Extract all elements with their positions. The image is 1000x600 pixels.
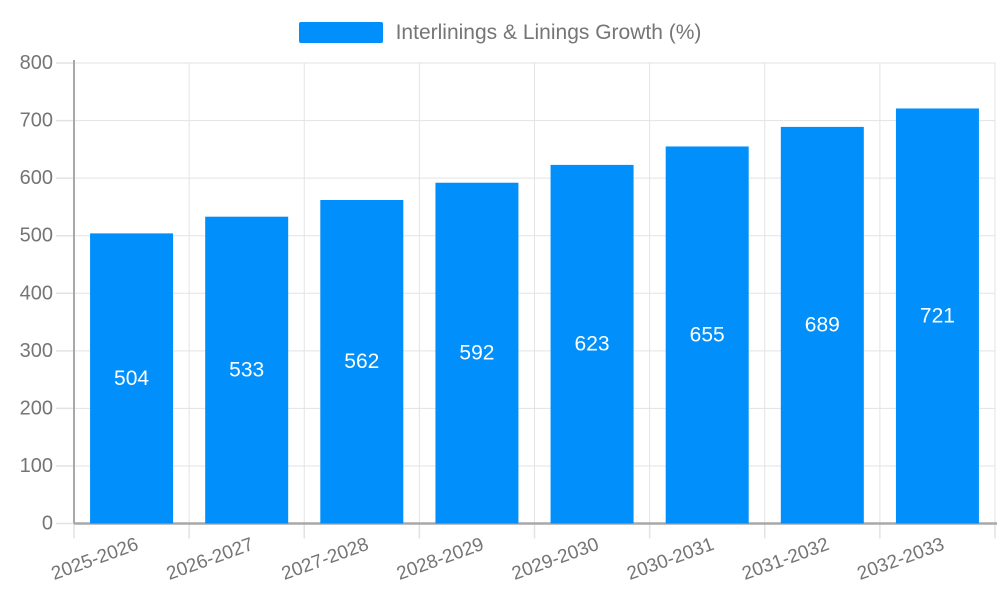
y-axis-label: 700 <box>20 110 53 132</box>
bar-value-label: 533 <box>229 359 264 382</box>
y-axis-label: 300 <box>20 340 53 362</box>
bar-value-label: 592 <box>459 342 494 365</box>
bar <box>320 199 404 524</box>
y-axis-label: 200 <box>20 397 53 419</box>
legend-label: Interlinings & Linings Growth (%) <box>395 20 702 44</box>
bar <box>780 126 864 524</box>
legend-swatch-icon <box>298 21 383 43</box>
bar-value-label: 504 <box>114 367 149 390</box>
y-axis-label: 0 <box>42 513 53 535</box>
x-axis-label: 2032-2033 <box>855 534 948 585</box>
x-axis-label: 2026-2027 <box>164 534 257 585</box>
bar <box>665 146 749 524</box>
bar-value-label: 655 <box>690 323 725 346</box>
bar-value-label: 721 <box>920 304 955 327</box>
legend-item[interactable]: Interlinings & Linings Growth (%) <box>0 17 1000 47</box>
x-axis-label: 2025-2026 <box>49 534 142 585</box>
bar <box>895 108 979 524</box>
x-axis-label: 2030-2031 <box>624 534 717 585</box>
y-axis-label: 800 <box>20 52 53 74</box>
x-axis-label: 2031-2032 <box>739 534 832 585</box>
x-axis-label: 2029-2030 <box>509 534 602 585</box>
bar <box>435 182 519 524</box>
y-axis-label: 500 <box>20 225 53 247</box>
y-axis-label: 400 <box>20 282 53 304</box>
x-axis-label: 2027-2028 <box>279 534 372 585</box>
bar <box>550 164 634 524</box>
bar-value-label: 562 <box>344 350 379 373</box>
x-axis-label: 2028-2029 <box>394 534 487 585</box>
y-axis-label: 600 <box>20 167 53 189</box>
bar-value-label: 623 <box>575 333 610 356</box>
bar <box>205 216 289 524</box>
bar-value-label: 689 <box>805 314 840 337</box>
bar <box>90 233 174 524</box>
y-axis-label: 100 <box>20 455 53 477</box>
